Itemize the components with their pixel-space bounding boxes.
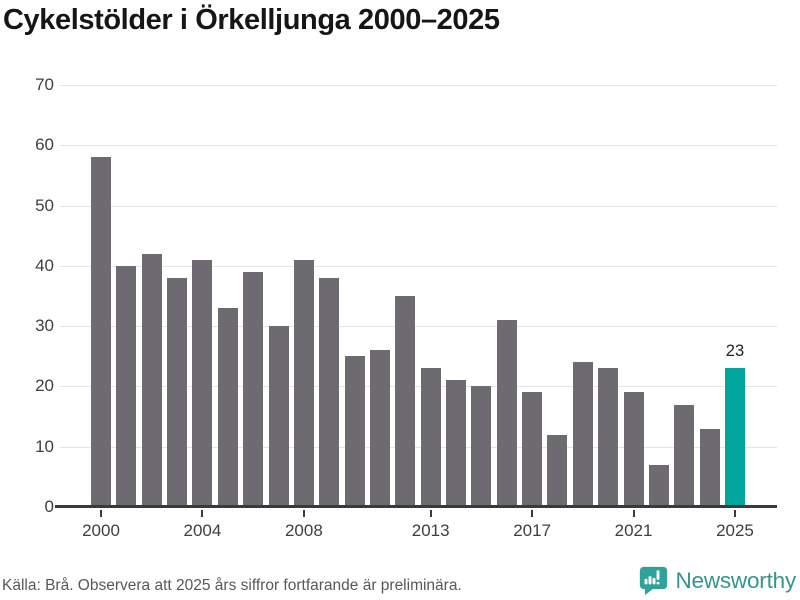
bar-slot-2010 — [344, 85, 365, 507]
bar-2010 — [344, 356, 365, 507]
value-label-2025: 23 — [725, 342, 745, 360]
x-tick-label-2000: 2000 — [82, 521, 120, 540]
x-tick-label-2021: 2021 — [614, 521, 653, 540]
bar-2015 — [471, 386, 492, 507]
x-axis-line — [55, 505, 777, 508]
bar-series: 2000 2004 2008 2013 2017 2021 23 2025 — [82, 85, 754, 540]
bar-slot-2002 — [141, 85, 162, 507]
bar-slot-2020 — [598, 85, 619, 507]
bar-slot-2018 — [547, 85, 568, 507]
y-tick-label-10: 10 — [35, 437, 54, 456]
plot-area: 2000 2004 2008 2013 2017 2021 23 2025 — [60, 85, 777, 540]
bar-slot-2007 — [268, 85, 289, 507]
bar-slot-2012 — [395, 85, 416, 507]
bar-2018 — [547, 435, 568, 507]
newsworthy-logo: Newsworthy — [639, 566, 796, 596]
bar-slot-2015 — [471, 85, 492, 507]
bar-2011 — [369, 350, 390, 507]
bar-slot-2003 — [167, 85, 188, 507]
y-tick-label-60: 60 — [35, 135, 54, 154]
bar-2007 — [268, 326, 289, 507]
bar-2013 — [420, 368, 441, 507]
bar-2017 — [522, 392, 543, 507]
gridline-60 — [60, 145, 777, 146]
x-tick-label-2008: 2008 — [284, 521, 323, 540]
y-tick-label-30: 30 — [35, 316, 54, 335]
bar-slot-2016 — [496, 85, 517, 507]
bar-2016 — [496, 320, 517, 507]
y-tick-label-40: 40 — [35, 256, 54, 275]
gridline-50 — [60, 206, 777, 207]
bar-slot-2022 — [648, 85, 669, 507]
bar-2005 — [217, 308, 238, 507]
x-tick-label-2025: 2025 — [716, 521, 754, 540]
bar-2014 — [446, 380, 467, 507]
bar-slot-2009 — [319, 85, 340, 507]
bar-slot-2005 — [217, 85, 238, 507]
x-tick-2017 — [531, 510, 534, 517]
bar-2006 — [243, 272, 264, 507]
x-tick-2025 — [733, 510, 736, 517]
bar-2009 — [319, 278, 340, 507]
source-note: Källa: Brå. Observera att 2025 års siffr… — [2, 577, 462, 594]
bar-2022 — [648, 465, 669, 507]
x-tick-2000 — [100, 510, 102, 517]
bar-2004 — [192, 260, 213, 507]
y-tick-label-20: 20 — [35, 376, 54, 395]
bar-2008 — [293, 260, 314, 507]
bar-chart-glyph — [645, 570, 660, 585]
y-tick-label-70: 70 — [35, 75, 54, 94]
bar-slot-2017: 2017 — [513, 85, 551, 540]
gridline-10 — [60, 447, 777, 448]
bar-2003 — [167, 278, 188, 507]
x-tick-label-2013: 2013 — [411, 521, 450, 540]
bar-slot-2023 — [674, 85, 695, 507]
gridline-40 — [60, 266, 777, 267]
gridline-20 — [60, 386, 777, 387]
bar-slot-2024 — [699, 85, 720, 507]
x-tick-2013 — [429, 510, 432, 517]
x-tick-2004 — [201, 510, 204, 517]
gridline-30 — [60, 326, 777, 327]
bar-2019 — [572, 362, 593, 507]
bar-slot-2014 — [446, 85, 467, 507]
bar-2012 — [395, 296, 416, 507]
x-tick-2021 — [632, 510, 635, 517]
bar-2023 — [674, 405, 695, 507]
bar-slot-2021: 2021 — [615, 85, 652, 540]
bar-2002 — [141, 254, 162, 507]
footer: Källa: Brå. Observera att 2025 års siffr… — [0, 562, 800, 600]
newsworthy-wordmark: Newsworthy — [675, 568, 796, 593]
newsworthy-bubble-icon — [640, 566, 668, 596]
bar-slot-2025: 23 2025 — [716, 85, 754, 540]
bar-slot-2008: 2008 — [285, 85, 323, 540]
y-tick-label-50: 50 — [35, 196, 54, 215]
x-tick-label-2004: 2004 — [183, 521, 222, 540]
bar-slot-2011 — [369, 85, 390, 507]
x-tick-2008 — [302, 510, 305, 517]
bar-2025 — [724, 368, 745, 507]
bar-2020 — [598, 368, 619, 507]
bar-slot-2000: 2000 — [82, 85, 120, 540]
bar-slot-2006 — [243, 85, 264, 507]
bar-slot-2019 — [572, 85, 593, 507]
x-tick-label-2017: 2017 — [513, 521, 552, 540]
bar-slot-2004: 2004 — [184, 85, 221, 540]
bar-2024 — [699, 429, 720, 507]
bar-2001 — [116, 266, 137, 507]
chart-title: Cykelstölder i Örkelljunga 2000–2025 — [3, 4, 500, 36]
bar-2021 — [623, 392, 644, 507]
bar-slot-2013: 2013 — [412, 85, 450, 540]
gridline-70 — [60, 85, 777, 86]
y-tick-label-0: 0 — [44, 497, 54, 516]
bar-2000 — [91, 157, 111, 507]
bar-slot-2001 — [116, 85, 137, 507]
